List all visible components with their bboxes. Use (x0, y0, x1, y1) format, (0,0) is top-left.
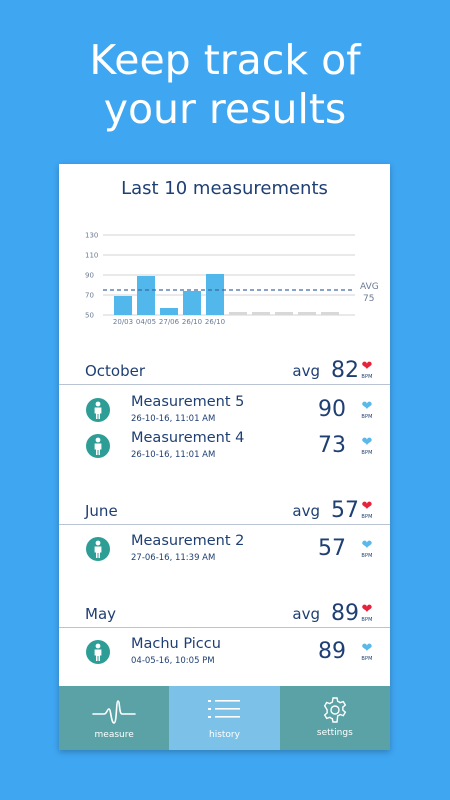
measurement-heart: ❤ BPM (358, 539, 376, 561)
history-card: Last 10 measurements 130 110 90 70 50 20/03 04… (59, 164, 390, 750)
headline: Keep track of your results (0, 36, 450, 134)
measurement-value: 57 (318, 536, 346, 561)
measurement-heart: ❤ BPM (358, 436, 376, 458)
tab-history[interactable]: history (169, 686, 280, 750)
placeholder-bar (275, 312, 293, 315)
tab-label: settings (316, 728, 353, 738)
avg-label: AVG (360, 282, 379, 292)
bpm-unit: BPM (361, 514, 373, 520)
bpm-unit: BPM (361, 617, 373, 623)
y-tick-label: 130 (85, 232, 98, 240)
y-tick-label: 90 (85, 272, 94, 280)
person-icon (86, 398, 110, 422)
month-header-october: October avg 82 ❤ BPM (59, 358, 390, 385)
measurement-name: Machu Piccu (131, 636, 221, 652)
measurement-value: 90 (318, 397, 346, 422)
bpm-unit: BPM (361, 374, 373, 380)
tab-measure[interactable]: measure (59, 686, 170, 750)
avg-heart: ❤ BPM (358, 360, 376, 382)
heart-icon: ❤ (361, 538, 373, 553)
bar (206, 274, 224, 315)
x-tick-label: 04/05 (136, 318, 156, 326)
measurement-heart: ❤ BPM (358, 642, 376, 664)
placeholder-bar (229, 312, 247, 315)
bpm-unit: BPM (361, 450, 373, 456)
headline-line-2: your results (103, 85, 347, 133)
placeholder-bar (321, 312, 339, 315)
heart-icon: ❤ (361, 641, 373, 656)
measurement-item[interactable]: Measurement 2 27-06-16, 11:39 AM 57 ❤ BP… (59, 533, 390, 567)
measurement-value: 89 (318, 639, 346, 664)
heart-icon: ❤ (361, 602, 373, 617)
avg-value-label: 75 (363, 294, 374, 304)
bar (114, 296, 132, 315)
month-avg-value: 82 (331, 358, 359, 383)
placeholder-bar (252, 312, 270, 315)
month-name: October (85, 362, 146, 380)
x-tick-label: 26/10 (205, 318, 225, 326)
measurement-time: 04-05-16, 10:05 PM (131, 656, 215, 666)
measurement-item[interactable]: Machu Piccu 04-05-16, 10:05 PM 89 ❤ BPM (59, 636, 390, 670)
bpm-unit: BPM (361, 656, 373, 662)
y-tick-label: 70 (85, 292, 94, 300)
pulse-wave-icon (92, 699, 136, 729)
gear-icon (321, 696, 349, 728)
measurement-time: 26-10-16, 11:01 AM (131, 450, 216, 460)
month-avg-value: 57 (331, 498, 359, 523)
heart-icon: ❤ (361, 359, 373, 374)
measurement-time: 27-06-16, 11:39 AM (131, 553, 216, 563)
month-header-may: May avg 89 ❤ BPM (59, 601, 390, 628)
placeholder-bar (298, 312, 316, 315)
avg-heart: ❤ BPM (358, 603, 376, 625)
month-name: May (85, 605, 117, 623)
y-tick-label: 50 (85, 312, 94, 320)
person-icon (86, 537, 110, 561)
x-tick-label: 20/03 (113, 318, 133, 326)
tab-settings[interactable]: settings (279, 686, 390, 750)
measurement-value: 73 (318, 433, 346, 458)
heart-icon: ❤ (361, 499, 373, 514)
measurement-item[interactable]: Measurement 4 26-10-16, 11:01 AM 73 ❤ BP… (59, 430, 390, 464)
x-tick-label: 27/06 (159, 318, 180, 326)
heart-icon: ❤ (361, 399, 373, 414)
month-avg-label: avg (292, 605, 320, 623)
month-avg-label: avg (292, 502, 320, 520)
measurement-time: 26-10-16, 11:01 AM (131, 414, 216, 424)
measurement-name: Measurement 4 (131, 430, 245, 446)
card-title: Last 10 measurements (121, 178, 328, 199)
measurement-name: Measurement 2 (131, 533, 245, 549)
heart-icon: ❤ (361, 435, 373, 450)
person-icon (86, 640, 110, 664)
month-avg-value: 89 (331, 601, 359, 626)
tab-label: measure (94, 730, 134, 740)
bpm-unit: BPM (361, 414, 373, 420)
headline-line-1: Keep track of (89, 36, 361, 84)
bpm-unit: BPM (361, 553, 373, 559)
bar (137, 276, 155, 315)
tab-bar: measure history setting (59, 686, 390, 750)
month-header-june: June avg 57 ❤ BPM (59, 498, 390, 525)
bar (183, 291, 201, 315)
measurement-item[interactable]: Measurement 5 26-10-16, 11:01 AM 90 ❤ BP… (59, 394, 390, 428)
measurements-chart: 130 110 90 70 50 20/03 04/05 27/06 26/10 26/10 AVG… (59, 224, 390, 344)
list-icon (207, 699, 241, 723)
x-tick-label: 26/10 (182, 318, 202, 326)
person-icon (86, 434, 110, 458)
month-avg-label: avg (292, 362, 320, 380)
month-name: June (85, 502, 118, 520)
tab-label: history (209, 730, 240, 740)
avg-heart: ❤ BPM (358, 500, 376, 522)
measurement-name: Measurement 5 (131, 394, 245, 410)
measurement-heart: ❤ BPM (358, 400, 376, 422)
bar (160, 308, 178, 315)
y-tick-label: 110 (85, 252, 98, 260)
